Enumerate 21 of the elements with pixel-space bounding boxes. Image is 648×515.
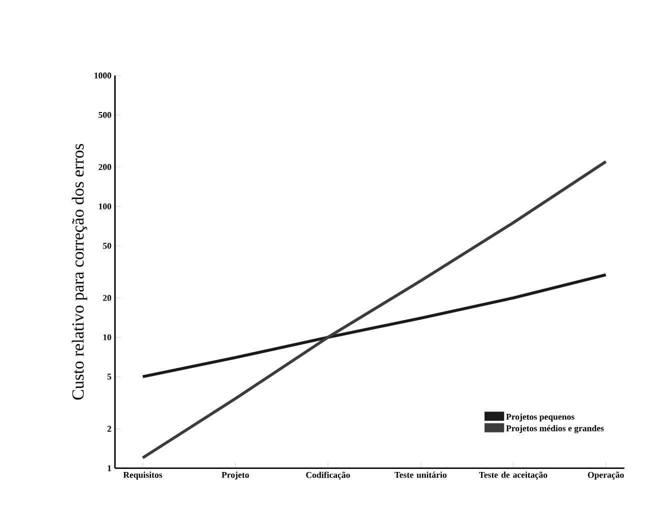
y-axis-title: Custo relativo para correção dos erros	[72, 144, 88, 400]
x-tick-label: Teste de aceitação	[479, 472, 548, 480]
line-series	[141, 273, 608, 378]
x-tick-label: Codificação	[306, 472, 350, 480]
y-tick-label: 500	[98, 112, 112, 118]
y-tick-label: 1	[108, 465, 112, 472]
x-tick-label: Requisitos	[123, 472, 162, 480]
y-tick-label: 100	[99, 204, 112, 210]
y-tick-label: 20	[103, 294, 112, 301]
y-tick-label: 5	[107, 374, 112, 380]
y-tick-label: 2	[107, 426, 112, 432]
y-tick-label: 1000	[94, 72, 112, 79]
line-series	[141, 160, 608, 460]
y-tick-label: 50	[103, 242, 112, 249]
legend-label: Projetos médios e grandes	[506, 425, 604, 434]
legend-label: Projetos pequenos	[506, 414, 574, 422]
y-tick-label: 10	[103, 334, 112, 340]
x-tick-label: Operação	[588, 472, 624, 480]
x-tick-label: Projeto	[222, 472, 249, 480]
y-tick-label: 200	[98, 164, 112, 170]
x-tick-label: Teste unitário	[394, 472, 447, 478]
